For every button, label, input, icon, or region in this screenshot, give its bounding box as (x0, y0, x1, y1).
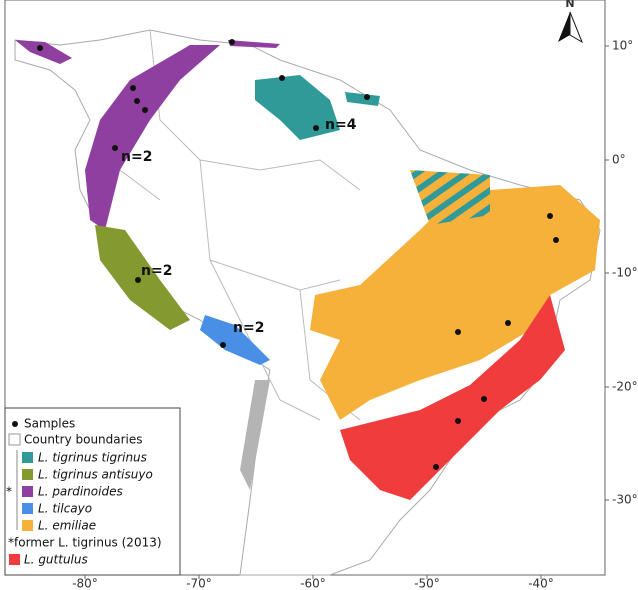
ticks (84, 45, 609, 579)
tilcayo-range (200, 315, 270, 365)
north-arrow: N (558, 0, 584, 44)
legend-label: L. pardinoides (38, 485, 123, 499)
x-axis-label: -50° (414, 577, 440, 590)
north-label: N (565, 0, 574, 10)
hybrid-zone (410, 170, 490, 225)
grey-range (240, 380, 270, 490)
pardinoides-range (15, 40, 280, 230)
legend-asterisk: * (6, 485, 12, 499)
annotation: n=4 (325, 117, 357, 133)
x-axis-label: -70° (186, 577, 212, 590)
legend-label: Samples (24, 417, 75, 431)
y-axis-label: 10° (612, 39, 633, 53)
legend: Samples Country boundaries L. tigrinus t… (4, 407, 181, 576)
y-axis-label: -20° (612, 380, 638, 394)
legend-label: Country boundaries (24, 433, 143, 447)
antisuyo-range (95, 225, 190, 330)
tigrinus-range (255, 75, 380, 140)
legend-label: L. tigrinus antisuyo (38, 468, 153, 482)
legend-label: L. guttulus (24, 553, 88, 567)
guttulus-range (340, 295, 565, 500)
y-axis-label: -30° (612, 493, 638, 507)
legend-note: *former L. tigrinus (2013) (8, 536, 162, 550)
annotation: n=2 (141, 263, 172, 279)
y-axis-label: -10° (612, 266, 638, 280)
legend-label: L. tilcayo (38, 502, 92, 516)
annotation: n=2 (233, 320, 264, 336)
x-axis-label: -60° (300, 577, 326, 590)
legend-box (4, 407, 181, 576)
legend-label: L. tigrinus tigrinus (38, 451, 147, 465)
y-axis-label: 0° (612, 153, 626, 167)
x-axis-label: -80° (72, 577, 98, 590)
samples (37, 39, 559, 470)
x-axis-label: -40° (528, 577, 554, 590)
legend-label: L. emiliae (38, 519, 96, 533)
emiliae-range (310, 185, 600, 420)
annotation: n=2 (121, 149, 152, 165)
country-boundaries (119, 29, 361, 421)
